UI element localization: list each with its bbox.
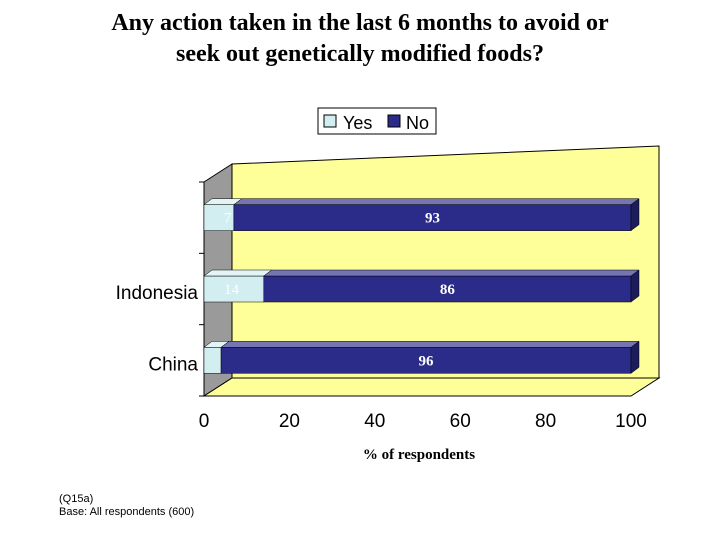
bar-no-0-top	[233, 198, 640, 205]
chart-title-line-1: Any action taken in the last 6 months to…	[111, 10, 609, 36]
floor	[202, 377, 661, 397]
bar-yes-2-front	[203, 347, 222, 374]
x-tick-label: 20	[279, 411, 300, 432]
bar-no-1-front	[263, 275, 632, 303]
bar-no-2-side	[630, 340, 640, 374]
legend-label-no: No	[406, 113, 429, 133]
legend-swatch-yes	[323, 114, 337, 128]
x-axis-title: % of respondents	[363, 447, 475, 463]
bar-no-1-top	[263, 269, 640, 277]
x-tick-label: 100	[615, 411, 647, 432]
data-label-yes-1: 14	[224, 282, 240, 298]
x-tick-label: 0	[199, 411, 210, 432]
chart-title-line-2: seek out genetically modified foods?	[176, 41, 544, 67]
data-label-yes-0: 7	[224, 211, 232, 227]
category-label-1: Indonesia	[116, 283, 199, 304]
data-label-no-2: 96	[419, 353, 435, 369]
footnote-base: Base: All respondents (600)	[59, 506, 195, 518]
data-label-no-1: 86	[440, 282, 456, 298]
legend: Yes No	[317, 107, 437, 135]
x-tick-label: 60	[450, 411, 471, 432]
footnote: (Q15a) Base: All respondents (600)	[59, 493, 194, 519]
bar-no-0-side	[630, 198, 640, 232]
x-tick-label: 40	[364, 411, 385, 432]
bar-no-2-top	[220, 341, 640, 348]
bar-yes-1-top	[203, 269, 273, 277]
legend-label-yes: Yes	[343, 113, 372, 133]
legend-swatch-no	[387, 114, 401, 128]
category-label-2: China	[148, 354, 198, 375]
x-tick-label: 80	[535, 411, 556, 432]
bar-no-1-side	[630, 269, 640, 303]
bar-yes-0-front	[203, 204, 235, 231]
data-label-no-0: 93	[425, 211, 440, 227]
bar-no-2-front	[220, 347, 632, 374]
chart-title: Any action taken in the last 6 months to…	[0, 8, 720, 70]
footnote-question-ref: (Q15a)	[59, 493, 94, 505]
legend-box	[317, 107, 437, 135]
